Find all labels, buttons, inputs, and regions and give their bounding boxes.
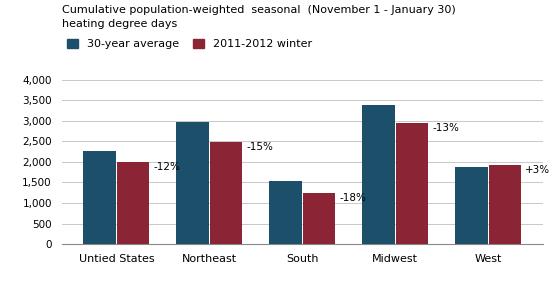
Legend: 30-year average, 2011-2012 winter: 30-year average, 2011-2012 winter bbox=[67, 39, 312, 49]
Text: -12%: -12% bbox=[153, 162, 180, 172]
Text: -15%: -15% bbox=[246, 142, 273, 152]
Text: -18%: -18% bbox=[339, 193, 366, 202]
Text: +3%: +3% bbox=[525, 165, 550, 175]
Bar bbox=[455, 167, 488, 244]
Bar bbox=[303, 193, 335, 244]
Bar bbox=[117, 162, 150, 244]
Text: Cumulative population-weighted  seasonal  (November 1 - January 30)
heating degr: Cumulative population-weighted seasonal … bbox=[62, 5, 455, 29]
Bar bbox=[396, 123, 428, 244]
Bar bbox=[269, 181, 302, 244]
Bar bbox=[210, 142, 242, 244]
Bar bbox=[362, 105, 395, 244]
Bar bbox=[176, 122, 209, 244]
Bar bbox=[489, 165, 521, 244]
Text: -13%: -13% bbox=[432, 123, 459, 133]
Bar bbox=[83, 151, 116, 244]
